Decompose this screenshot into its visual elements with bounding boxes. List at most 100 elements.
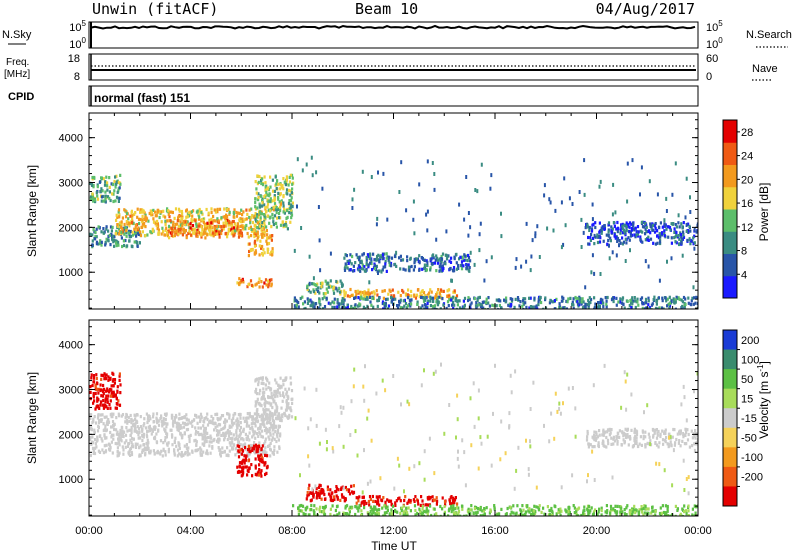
echo-cell xyxy=(600,508,603,513)
echo-cell xyxy=(674,307,677,309)
echo-cell xyxy=(223,207,226,211)
echo-cell xyxy=(263,412,266,416)
echo-cell xyxy=(125,418,128,422)
echo-cell xyxy=(564,508,567,512)
colorbar-tick: 12 xyxy=(741,222,753,234)
echo-cell xyxy=(164,417,167,421)
echo-cell xyxy=(578,297,581,301)
echo-cell xyxy=(447,304,450,308)
echo-cell xyxy=(372,499,375,503)
echo-cell xyxy=(165,425,168,429)
echo-cell xyxy=(350,490,354,494)
echo-cell xyxy=(618,243,620,248)
echo-cell xyxy=(190,217,193,221)
echo-cell xyxy=(408,298,411,302)
echo-cell xyxy=(282,201,285,205)
echo-cell xyxy=(594,306,597,309)
echo-cell xyxy=(210,233,213,237)
colorbar-swatch xyxy=(723,120,737,143)
echo-cell xyxy=(114,394,117,398)
echo-cell xyxy=(101,448,104,452)
echo-cell xyxy=(362,384,365,389)
echo-cell xyxy=(261,204,264,208)
echo-cell xyxy=(193,232,197,236)
echo-cell xyxy=(226,235,229,239)
echo-cell xyxy=(244,217,247,222)
echo-cell xyxy=(435,256,439,260)
echo-cell xyxy=(238,461,242,465)
echo-cell xyxy=(454,496,457,500)
echo-cell xyxy=(435,237,438,242)
echo-cell xyxy=(376,216,379,221)
echo-cell xyxy=(408,303,411,307)
echo-cell xyxy=(665,436,668,440)
echo-cell xyxy=(682,458,685,463)
echo-cell xyxy=(406,501,409,505)
echo-cell xyxy=(677,234,680,238)
echo-cell xyxy=(241,277,244,281)
echo-cell xyxy=(666,225,669,229)
echo-cell xyxy=(333,514,336,516)
echo-cell xyxy=(139,444,142,448)
echo-cell xyxy=(143,422,146,426)
echo-cell xyxy=(180,451,183,455)
echo-cell xyxy=(287,201,291,206)
echo-cell xyxy=(349,433,352,437)
echo-cell xyxy=(616,504,619,508)
echo-cell xyxy=(675,241,678,245)
echo-cell xyxy=(436,296,439,300)
echo-cell xyxy=(279,193,282,197)
echo-cell xyxy=(209,227,212,231)
echo-cell xyxy=(176,448,180,452)
echo-cell xyxy=(455,505,458,509)
echo-cell xyxy=(329,251,332,256)
echo-cell xyxy=(638,442,641,446)
echo-cell xyxy=(226,232,230,236)
echo-cell xyxy=(100,377,103,381)
echo-cell xyxy=(313,504,316,508)
echo-cell xyxy=(441,268,444,272)
echo-cell xyxy=(560,485,563,490)
echo-cell xyxy=(99,383,102,387)
y-tick-label: 3000 xyxy=(59,178,83,190)
echo-cell xyxy=(280,185,284,189)
echo-cell xyxy=(266,401,269,405)
echo-cell xyxy=(509,505,512,509)
echo-cell xyxy=(467,233,470,238)
echo-cell xyxy=(273,448,276,452)
echo-cell xyxy=(543,423,545,428)
echo-cell xyxy=(161,226,164,230)
echo-cell xyxy=(95,242,98,246)
echo-cell xyxy=(293,248,296,253)
echo-cell xyxy=(641,306,644,309)
echo-cell xyxy=(210,221,213,225)
echo-cell xyxy=(256,410,259,414)
echo-cell xyxy=(144,426,148,430)
echo-cell xyxy=(635,441,638,446)
echo-cell xyxy=(143,417,146,421)
echo-cell xyxy=(606,509,609,513)
echo-cell xyxy=(254,283,257,287)
echo-cell xyxy=(202,232,205,236)
echo-cell xyxy=(202,424,205,428)
echo-cell xyxy=(242,443,245,447)
echo-cell xyxy=(94,421,98,425)
echo-cell xyxy=(621,224,624,228)
echo-cell xyxy=(348,294,351,299)
echo-cell xyxy=(274,409,277,413)
echo-cell xyxy=(178,219,181,223)
echo-cell xyxy=(289,406,292,410)
echo-cell xyxy=(93,399,96,403)
echo-cell xyxy=(610,508,613,512)
echo-cell xyxy=(582,230,585,235)
echo-cell xyxy=(103,377,106,381)
echo-cell xyxy=(346,306,349,309)
echo-cell xyxy=(200,231,203,235)
echo-cell xyxy=(450,256,453,260)
cpid-panel: CPID normal (fast) 151 xyxy=(8,85,699,107)
echo-cell xyxy=(291,201,294,205)
echo-cell xyxy=(629,230,632,234)
echo-cell xyxy=(109,406,112,410)
echo-cell xyxy=(177,228,180,232)
